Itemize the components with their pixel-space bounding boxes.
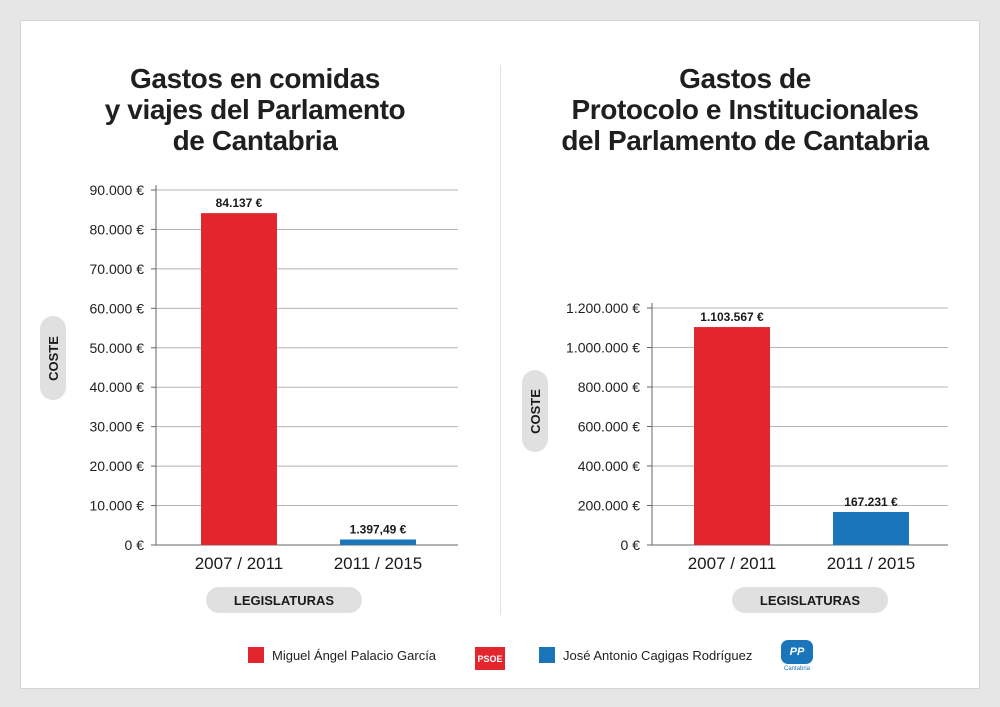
legend-item-psoe: Miguel Ángel Palacio García (248, 642, 436, 668)
chart-title-line: del Parlamento de Cantabria (561, 125, 929, 156)
pp-logo-badge: PP (781, 640, 813, 664)
chart-title-line: Gastos de (679, 63, 811, 94)
chart-title-right: Gastos de Protocolo e Institucionales del … (530, 63, 960, 156)
panel-divider (500, 65, 501, 615)
chart-title-line: y viajes del Parlamento (104, 94, 406, 125)
legend-label-pp: José Antonio Cagigas Rodríguez (563, 647, 753, 663)
legend-swatch-blue (539, 647, 555, 663)
y-axis-label-right: COSTE (522, 370, 548, 452)
x-axis-label-left: LEGISLATURAS (206, 587, 362, 613)
legend-swatch-red (248, 647, 264, 663)
chart-title-line: Gastos en comidas (130, 63, 380, 94)
pp-logo-sub: Cantabria (783, 666, 810, 672)
chart-title-left: Gastos en comidas y viajes del Parlamento… (60, 63, 450, 156)
chart-title-line: Protocolo e Institucionales (571, 94, 919, 125)
legend-label-psoe: Miguel Ángel Palacio García (272, 647, 437, 663)
x-axis-label-right: LEGISLATURAS (732, 587, 888, 613)
chart-title-line: de Cantabria (172, 125, 338, 156)
legend-item-pp: José Antonio Cagigas Rodríguez (539, 642, 752, 668)
pp-logo: PP Cantabria (780, 640, 814, 680)
psoe-logo: PSOE (475, 647, 505, 670)
y-axis-label-left: COSTE (40, 316, 66, 400)
